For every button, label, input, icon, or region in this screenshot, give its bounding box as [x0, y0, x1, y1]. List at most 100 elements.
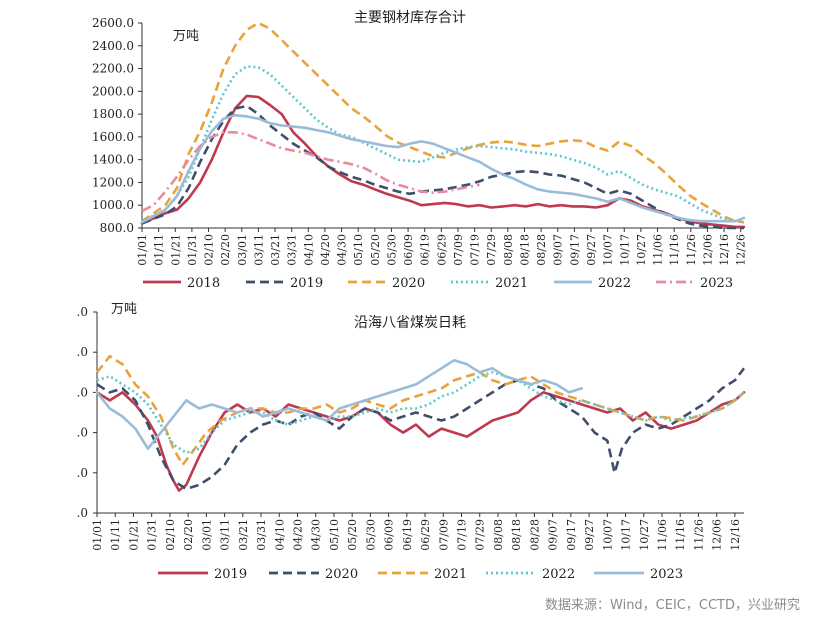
legend-label-2021: 2021 [495, 276, 528, 291]
series-line-2020 [96, 367, 746, 491]
legend-label-2022: 2022 [542, 567, 575, 582]
series-line-2023 [95, 358, 584, 451]
x-tick-label: 04/30 [336, 234, 349, 266]
x-tick-label: 11/06 [656, 519, 669, 551]
series-line-2023 [141, 131, 480, 213]
x-tick-label: 06/09 [383, 519, 396, 551]
unit-label: 万吨 [111, 302, 137, 317]
x-tick-label: 06/19 [401, 519, 414, 551]
y-tick-label: .0 [77, 345, 88, 359]
y-tick-label: 1000.0 [92, 198, 134, 212]
x-tick-label: 05/10 [328, 519, 341, 551]
y-tick-label: 1800.0 [92, 107, 134, 121]
x-tick-label: 01/01 [91, 519, 104, 551]
y-tick-label: .0 [77, 506, 88, 520]
x-tick-label: 09/07 [547, 519, 560, 551]
x-tick-label: 03/21 [269, 234, 282, 266]
source-note: 数据来源：Wind，CEIC，CCTD，兴业研究 [545, 598, 800, 613]
y-tick-label: .0 [77, 385, 88, 399]
y-tick-label: 2200.0 [92, 62, 134, 76]
series-line-2019 [95, 391, 746, 492]
x-tick-label: 08/28 [528, 519, 541, 551]
x-tick-label: 01/31 [186, 234, 199, 266]
legend-label-2023: 2023 [650, 567, 683, 582]
series-line-2020 [141, 21, 745, 224]
x-tick-label: 02/10 [164, 519, 177, 551]
legend-label-2023: 2023 [700, 276, 733, 291]
y-tick-label: 2600.0 [92, 16, 134, 30]
y-tick-label: 800.0 [100, 221, 134, 235]
x-tick-label: 11/06 [652, 234, 665, 266]
x-tick-label: 01/31 [146, 519, 159, 551]
x-tick-label: 01/21 [127, 519, 140, 551]
x-tick-label: 12/16 [729, 519, 742, 551]
series-line-2021 [141, 65, 745, 223]
x-tick-label: 10/07 [602, 234, 615, 266]
x-tick-label: 08/28 [535, 234, 548, 266]
x-tick-label: 12/06 [711, 519, 724, 551]
x-tick-label: 02/10 [203, 234, 216, 266]
x-tick-label: 05/20 [369, 234, 382, 266]
unit-label: 万吨 [173, 29, 199, 44]
x-tick-label: 10/07 [601, 519, 614, 551]
x-tick-label: 06/19 [419, 234, 432, 266]
x-tick-label: 08/08 [502, 234, 515, 266]
legend-label-2019: 2019 [214, 567, 247, 582]
x-tick-label: 04/10 [273, 519, 286, 551]
x-tick-label: 07/29 [485, 234, 498, 266]
x-tick-label: 04/20 [319, 234, 332, 266]
x-tick-label: 11/26 [685, 234, 698, 266]
x-tick-label: 07/09 [452, 234, 465, 266]
x-tick-label: 07/29 [474, 519, 487, 551]
x-tick-label: 03/11 [252, 234, 265, 266]
x-tick-label: 05/10 [352, 234, 365, 266]
x-tick-label: 02/20 [219, 234, 232, 266]
x-tick-label: 05/30 [385, 234, 398, 266]
x-tick-label: 12/06 [701, 234, 714, 266]
x-tick-label: 06/29 [419, 519, 432, 551]
x-tick-label: 01/11 [153, 234, 166, 266]
x-tick-label: 09/07 [552, 234, 565, 266]
x-tick-label: 11/16 [674, 519, 687, 551]
x-tick-label: 12/16 [718, 234, 731, 266]
x-tick-label: 05/20 [346, 519, 359, 551]
x-tick-label: 11/26 [692, 519, 705, 551]
x-tick-label: 09/27 [583, 519, 596, 551]
legend-label-2020: 2020 [392, 276, 425, 291]
legend-label-2018: 2018 [187, 276, 220, 291]
chart-title: 主要钢材库存合计 [354, 10, 466, 26]
x-tick-label: 09/17 [565, 519, 578, 551]
x-tick-label: 03/31 [255, 519, 268, 551]
x-tick-label: 07/19 [469, 234, 482, 266]
x-tick-label: 11/16 [668, 234, 681, 266]
y-tick-label: .0 [77, 305, 88, 319]
x-tick-label: 03/11 [219, 519, 232, 551]
x-tick-label: 03/01 [200, 519, 213, 551]
x-tick-label: 06/09 [402, 234, 415, 266]
y-tick-label: 2400.0 [92, 39, 134, 53]
x-tick-label: 07/19 [456, 519, 469, 551]
legend-label-2021: 2021 [434, 567, 467, 582]
x-tick-label: 01/21 [169, 234, 182, 266]
x-tick-label: 01/01 [136, 234, 149, 266]
x-tick-label: 12/26 [735, 234, 748, 266]
y-tick-label: .0 [77, 426, 88, 440]
x-tick-label: 10/27 [638, 519, 651, 551]
x-tick-label: 03/01 [236, 234, 249, 266]
x-tick-label: 10/27 [635, 234, 648, 266]
y-tick-label: 1400.0 [92, 153, 134, 167]
y-tick-label: 1200.0 [92, 175, 134, 189]
chart-title: 沿海八省煤炭日耗 [354, 315, 466, 331]
y-tick-label: .0 [77, 466, 88, 480]
x-tick-label: 09/27 [585, 234, 598, 266]
x-tick-label: 08/18 [510, 519, 523, 551]
x-tick-label: 10/17 [620, 519, 633, 551]
x-tick-label: 01/11 [109, 519, 122, 551]
legend-label-2019: 2019 [290, 276, 323, 291]
x-tick-label: 04/30 [310, 519, 323, 551]
x-tick-label: 03/21 [237, 519, 250, 551]
x-tick-label: 09/17 [568, 234, 581, 266]
y-tick-label: 1600.0 [92, 130, 134, 144]
x-tick-label: 05/30 [364, 519, 377, 551]
